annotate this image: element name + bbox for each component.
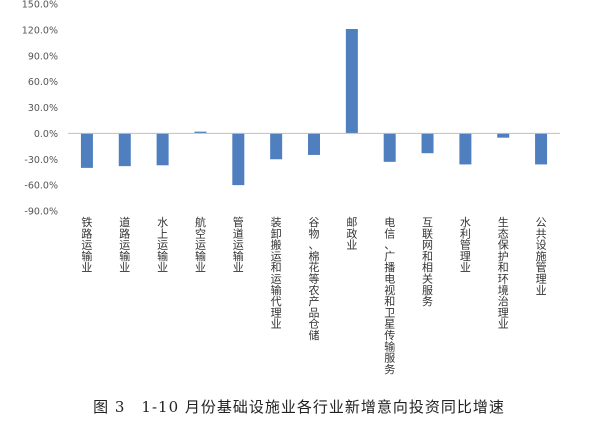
bar bbox=[497, 133, 510, 138]
category-label: 公共设施管理业 bbox=[536, 216, 547, 297]
bar bbox=[194, 131, 207, 134]
category-label: 装卸搬运和运输代理业 bbox=[271, 216, 282, 331]
bar bbox=[80, 133, 93, 168]
y-tick-label: 90.0% bbox=[28, 51, 58, 62]
category-label: 水上运输业 bbox=[157, 216, 168, 274]
y-axis: 150.0% 120.0% 90.0% 60.0% 30.0% 0.0% -30.0% -60… bbox=[22, 0, 58, 218]
bar bbox=[308, 133, 320, 155]
category-label: 道路运输业 bbox=[119, 215, 130, 274]
bars bbox=[80, 29, 548, 186]
bar bbox=[118, 133, 131, 167]
bar bbox=[345, 29, 358, 134]
y-tick-label: -60.0% bbox=[24, 181, 58, 192]
bar bbox=[535, 133, 548, 165]
bar bbox=[232, 133, 245, 186]
bar-chart: 150.0% 120.0% 90.0% 60.0% 30.0% 0.0% -30.0% -60… bbox=[22, 0, 560, 376]
category-label: 铁路运输业 bbox=[81, 216, 92, 274]
category-label: 电信、广播电视和卫星传输服务 bbox=[384, 216, 395, 376]
bar bbox=[270, 133, 283, 160]
category-label: 航空运输业 bbox=[195, 215, 206, 274]
y-tick-label: 60.0% bbox=[28, 77, 58, 88]
figure-caption: 图 3 1-10 月份基础设施业各行业新增意向投资同比增速 bbox=[93, 398, 505, 416]
y-tick-label: 120.0% bbox=[22, 25, 58, 36]
y-tick-label: 30.0% bbox=[28, 103, 58, 114]
category-label: 生态保护和环境治理业 bbox=[498, 215, 509, 331]
category-label: 管道运输业 bbox=[233, 215, 244, 274]
bar bbox=[383, 133, 396, 162]
y-tick-label: -90.0% bbox=[24, 207, 58, 218]
y-tick-label: 150.0% bbox=[22, 0, 58, 11]
category-label: 谷物、棉花等农产品仓储 bbox=[309, 216, 320, 342]
category-labels: 铁路运输业 道路运输业 水上运输业 航空运输业 管道运输业 装卸搬运和运输代理业 谷物、棉花… bbox=[81, 215, 546, 376]
y-tick-label: -30.0% bbox=[24, 155, 58, 166]
y-tick-label: 0.0% bbox=[34, 129, 58, 140]
category-label: 互联网和相关服务 bbox=[422, 216, 433, 308]
bar bbox=[459, 133, 472, 165]
category-label: 邮政业 bbox=[346, 216, 357, 252]
category-label: 水利管理业 bbox=[460, 216, 471, 274]
bar bbox=[156, 133, 169, 166]
bar bbox=[421, 133, 434, 154]
